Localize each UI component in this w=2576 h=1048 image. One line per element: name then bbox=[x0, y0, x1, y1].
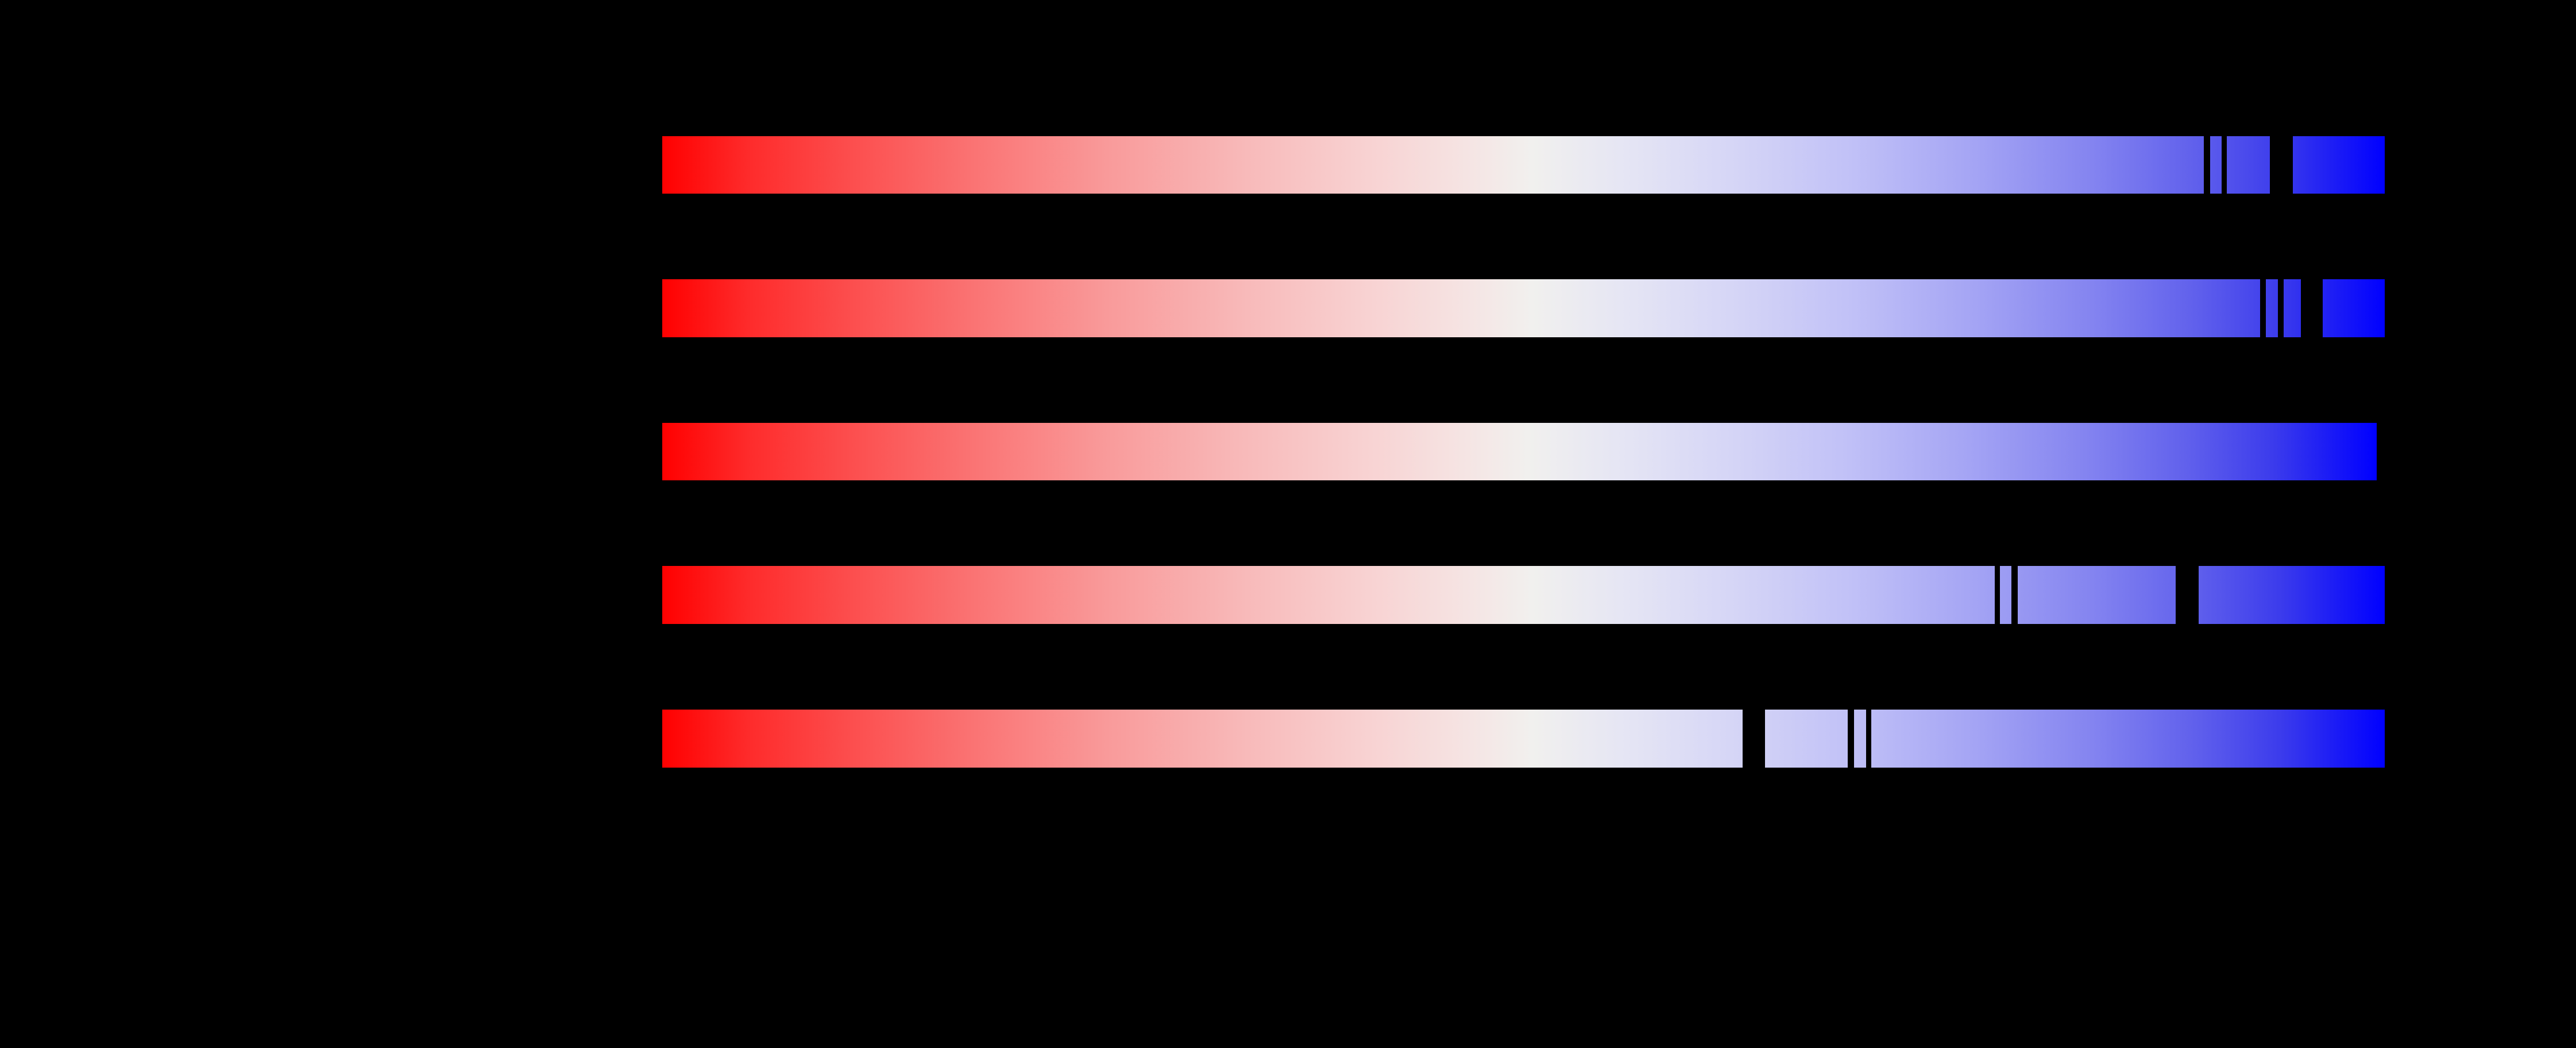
break-mark bbox=[2176, 566, 2199, 624]
gradient-bar-row-3 bbox=[662, 423, 2377, 480]
gradient-bar-row-4 bbox=[662, 566, 2385, 624]
break-mark bbox=[2204, 136, 2210, 194]
break-mark bbox=[1995, 566, 2000, 624]
gradient-bar-row-2 bbox=[662, 279, 2385, 337]
break-mark bbox=[2278, 279, 2284, 337]
break-mark bbox=[1743, 710, 1765, 768]
break-mark bbox=[2260, 279, 2266, 337]
gradient-bar-row-1 bbox=[662, 136, 2385, 194]
break-mark bbox=[2270, 136, 2293, 194]
gradient-bar-row-5 bbox=[662, 710, 2385, 768]
break-mark bbox=[1866, 710, 1871, 768]
break-mark bbox=[2222, 136, 2227, 194]
break-mark bbox=[1848, 710, 1854, 768]
break-mark bbox=[2301, 279, 2323, 337]
break-mark bbox=[2011, 566, 2018, 624]
